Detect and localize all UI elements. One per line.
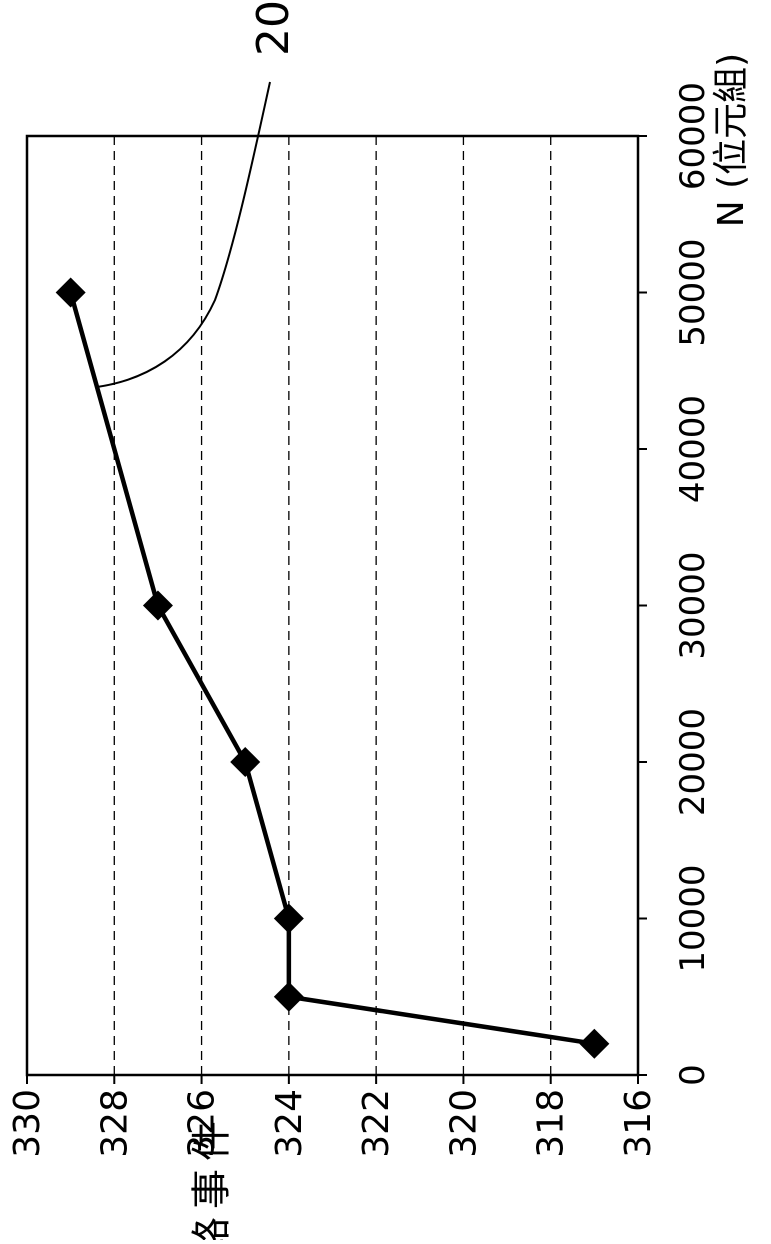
series-group xyxy=(55,277,610,1059)
axis-labels: N (位元組) 網路事件 xyxy=(189,53,752,1244)
y-tick-label: 330 xyxy=(7,1089,48,1158)
callout: 20 xyxy=(96,0,299,388)
gridlines xyxy=(113,136,552,1075)
x-tick-label: 60000 xyxy=(673,82,713,190)
plot-frame xyxy=(25,134,640,1077)
y-tick-label: 326 xyxy=(182,1089,223,1158)
y-ticks: 316 318 320 322 324 326 328 330 xyxy=(7,1075,659,1158)
y-tick-label: 318 xyxy=(531,1089,572,1158)
data-point xyxy=(230,747,261,777)
callout-leader xyxy=(96,81,271,388)
x-tick-label: 40000 xyxy=(673,395,713,503)
y-tick-label: 322 xyxy=(356,1089,397,1158)
data-point xyxy=(579,1028,610,1059)
series-line xyxy=(68,291,595,1046)
y-tick-label: 316 xyxy=(618,1089,659,1158)
y-tick-label: 328 xyxy=(94,1089,135,1158)
data-point xyxy=(55,277,86,308)
data-point xyxy=(273,981,304,1012)
x-tick-label: 0 xyxy=(673,1064,713,1086)
data-point xyxy=(273,903,304,934)
x-ticks: 0 10000 20000 30000 40000 50000 60000 xyxy=(638,82,713,1086)
x-tick-label: 20000 xyxy=(673,708,713,816)
y-axis-label: 網路事件 xyxy=(189,1113,235,1240)
x-tick-label: 50000 xyxy=(673,238,713,346)
callout-number: 20 xyxy=(248,0,299,56)
x-tick-label: 30000 xyxy=(673,551,713,659)
x-axis-label: N (位元組) xyxy=(711,53,752,227)
x-tick-label: 10000 xyxy=(673,864,713,972)
data-point xyxy=(142,590,173,621)
y-tick-label: 324 xyxy=(269,1089,310,1158)
y-tick-label: 320 xyxy=(443,1089,484,1158)
